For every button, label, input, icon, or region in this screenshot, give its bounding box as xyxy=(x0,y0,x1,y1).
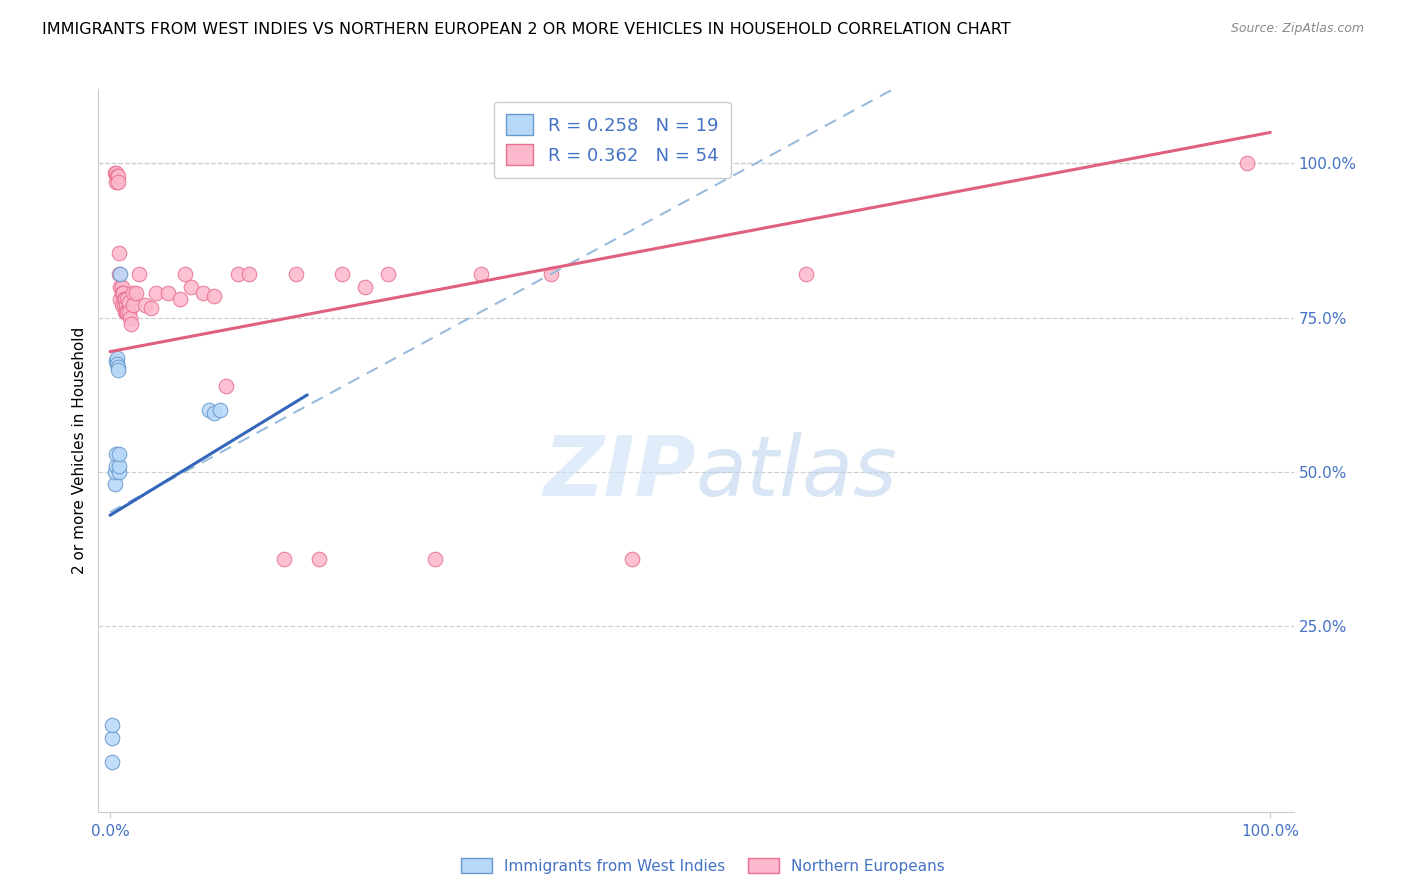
Point xyxy=(238,268,260,282)
Point xyxy=(794,268,817,282)
Point xyxy=(104,175,127,189)
Point xyxy=(104,446,127,460)
Point xyxy=(1236,156,1258,170)
Point xyxy=(139,301,162,316)
Text: IMMIGRANTS FROM WEST INDIES VS NORTHERN EUROPEAN 2 OR MORE VEHICLES IN HOUSEHOLD: IMMIGRANTS FROM WEST INDIES VS NORTHERN … xyxy=(42,22,1011,37)
Text: ZIP: ZIP xyxy=(543,432,696,513)
Point xyxy=(114,292,136,306)
Point xyxy=(117,304,139,318)
Point xyxy=(111,285,134,300)
Point xyxy=(114,304,136,318)
Point xyxy=(540,268,562,282)
Point xyxy=(117,292,139,306)
Point xyxy=(117,304,139,318)
Point xyxy=(112,298,135,312)
Point xyxy=(209,403,232,417)
Point xyxy=(308,551,330,566)
Point xyxy=(157,285,180,300)
Point xyxy=(107,360,129,375)
Point xyxy=(115,298,138,312)
Point xyxy=(122,298,145,312)
Point xyxy=(470,268,492,282)
Point xyxy=(104,354,127,368)
Point xyxy=(104,165,127,179)
Point xyxy=(108,465,131,479)
Text: Source: ZipAtlas.com: Source: ZipAtlas.com xyxy=(1230,22,1364,36)
Point xyxy=(111,280,134,294)
Point xyxy=(118,310,141,325)
Point xyxy=(101,731,124,745)
Point xyxy=(107,169,129,183)
Point xyxy=(112,292,135,306)
Point xyxy=(122,285,145,300)
Point xyxy=(423,551,446,566)
Point xyxy=(226,268,249,282)
Legend: R = 0.258   N = 19, R = 0.362   N = 54: R = 0.258 N = 19, R = 0.362 N = 54 xyxy=(494,102,731,178)
Point xyxy=(104,465,127,479)
Point xyxy=(284,268,307,282)
Point xyxy=(128,268,150,282)
Point xyxy=(104,458,127,473)
Point xyxy=(104,165,127,179)
Point xyxy=(134,298,156,312)
Point xyxy=(108,446,131,460)
Point xyxy=(273,551,295,566)
Legend: Immigrants from West Indies, Northern Europeans: Immigrants from West Indies, Northern Eu… xyxy=(456,852,950,880)
Point xyxy=(377,268,399,282)
Y-axis label: 2 or more Vehicles in Household: 2 or more Vehicles in Household xyxy=(72,326,87,574)
Point xyxy=(145,285,167,300)
Point xyxy=(204,289,226,303)
Point xyxy=(120,317,142,331)
Point xyxy=(104,477,127,491)
Point xyxy=(105,351,128,365)
Point xyxy=(204,406,226,420)
Point xyxy=(330,268,353,282)
Point xyxy=(110,292,132,306)
Point xyxy=(215,378,238,392)
Point xyxy=(111,298,134,312)
Point xyxy=(117,295,139,310)
Point xyxy=(107,363,129,377)
Point xyxy=(354,280,377,294)
Text: atlas: atlas xyxy=(696,432,897,513)
Point xyxy=(108,458,131,473)
Point xyxy=(169,292,191,306)
Point xyxy=(110,280,132,294)
Point xyxy=(110,268,132,282)
Point xyxy=(111,285,134,300)
Point xyxy=(621,551,644,566)
Point xyxy=(101,756,124,770)
Point xyxy=(197,403,219,417)
Point xyxy=(105,357,128,371)
Point xyxy=(108,268,131,282)
Point xyxy=(107,175,129,189)
Point xyxy=(124,285,146,300)
Point xyxy=(180,280,202,294)
Point xyxy=(115,304,138,318)
Point xyxy=(108,245,131,260)
Point xyxy=(105,169,128,183)
Point xyxy=(101,718,124,732)
Point xyxy=(174,268,197,282)
Point xyxy=(191,285,214,300)
